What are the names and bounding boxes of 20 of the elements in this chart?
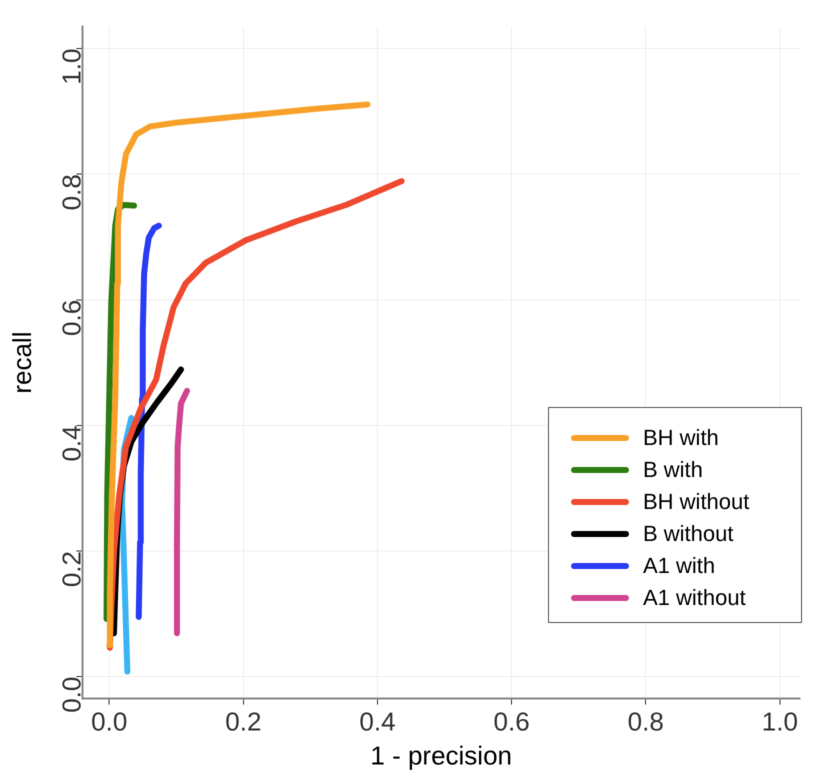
x-axis-title: 1 - precision xyxy=(370,740,512,771)
x-tick-label: 0.6 xyxy=(494,706,530,736)
x-tick-label: 0.8 xyxy=(628,706,664,736)
legend-label: A1 without xyxy=(643,584,746,611)
y-tick-label: 0.4 xyxy=(56,425,87,462)
x-tick-label: 0.4 xyxy=(359,706,396,736)
legend-label: BH without xyxy=(643,488,750,515)
legend-label: B with xyxy=(643,456,703,483)
y-tick-label: 0.2 xyxy=(56,551,87,588)
x-tick-label: 0.0 xyxy=(91,706,128,736)
y-tick-label: 0.8 xyxy=(56,174,87,210)
legend-label: B without xyxy=(643,520,734,547)
y-axis-title: recall xyxy=(6,332,37,394)
y-tick-label: 1.0 xyxy=(56,48,87,85)
y-tick-label: 0.0 xyxy=(56,676,87,713)
x-tick-label: 0.2 xyxy=(225,706,262,736)
x-tick-label: 1.0 xyxy=(762,706,798,736)
legend-label: A1 with xyxy=(643,552,716,579)
legend-label: BH with xyxy=(643,424,719,451)
y-tick-label: 0.6 xyxy=(56,300,87,336)
